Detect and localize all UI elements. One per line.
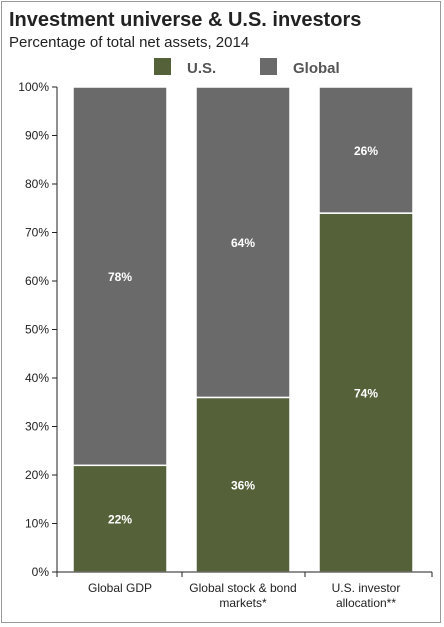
x-category-label-2: Global stock & bond markets* <box>189 581 296 610</box>
chart-subtitle: Percentage of total net assets, 2014 <box>9 34 250 51</box>
x-category-label-3: U.S. investor allocation** <box>332 581 401 610</box>
bar-us-3 <box>318 212 414 573</box>
data-label-global-3: 26% <box>354 144 378 158</box>
y-tick-label: 80% <box>25 177 49 191</box>
y-tick-label: 10% <box>25 517 49 531</box>
y-tick-label: 30% <box>25 420 49 434</box>
y-tick-label: 90% <box>25 129 49 143</box>
legend-swatch-global <box>260 58 277 75</box>
bar-global-3 <box>318 86 414 214</box>
y-tick-label: 40% <box>25 371 49 385</box>
bar-us-2 <box>195 396 291 573</box>
x-category-label-1: Global GDP <box>88 581 152 595</box>
y-tick-label: 20% <box>25 468 49 482</box>
y-tick-label: 70% <box>25 226 49 240</box>
chart-title: Investment universe & U.S. investors <box>9 9 362 31</box>
y-tick-label: 0% <box>32 565 50 579</box>
legend-label-global: Global <box>293 60 340 77</box>
legend-label-us: U.S. <box>187 60 216 77</box>
data-label-global-1: 78% <box>108 270 132 284</box>
bar-global-1 <box>72 86 168 467</box>
data-label-us-3: 74% <box>354 387 378 401</box>
data-label-us-1: 22% <box>108 513 132 527</box>
bar-global-2 <box>195 86 291 399</box>
data-label-global-2: 64% <box>231 236 255 250</box>
legend-swatch-us <box>154 58 171 75</box>
y-tick-label: 60% <box>25 274 49 288</box>
data-label-us-2: 36% <box>231 479 255 493</box>
y-tick-label: 100% <box>18 80 49 94</box>
bar-us-1 <box>72 464 168 573</box>
y-tick-label: 50% <box>25 323 49 337</box>
